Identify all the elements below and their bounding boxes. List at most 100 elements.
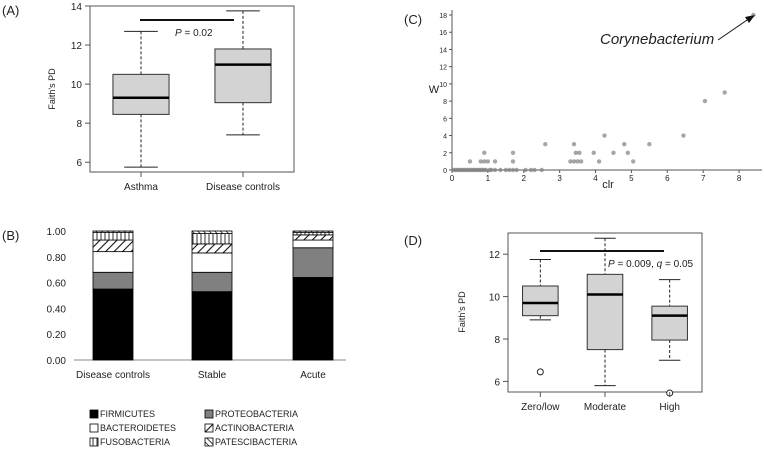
panel-c-point [467, 159, 473, 164]
panel-a-ytick-label: 8 [76, 119, 82, 130]
panel-b-bar-segment [292, 277, 334, 361]
panel-b-legend-swatch [89, 437, 99, 447]
panel-c-point [482, 150, 487, 155]
panel-c-point [722, 90, 727, 95]
panel-a-frame [89, 5, 295, 173]
panel-c-xtick-label: 3 [557, 174, 562, 183]
panel-b-ytick-label: 0.40 [47, 304, 67, 315]
panel-c-point [591, 150, 596, 155]
panel-b-bars [92, 230, 334, 361]
panel-c-arrowhead [745, 15, 755, 23]
panel-c-point [575, 159, 580, 164]
panel-c-ytick-label: 14 [439, 47, 447, 54]
panel-b-category-label: Disease controls [76, 370, 150, 381]
panel-b-bar-segment [191, 243, 233, 254]
panel-c-arrow-line [717, 17, 751, 41]
panel-c-point [507, 167, 512, 173]
panel-c-point [523, 167, 528, 173]
panel-d-category-label: Moderate [584, 402, 627, 413]
panel-b-bar-segment [92, 230, 134, 233]
panel-d-boxplot: 6 8 10 12 Faith's PD Zero/low Moderate High P… [457, 232, 703, 413]
panel-c-ytick-label: 4 [443, 134, 447, 141]
panel-c-point [647, 141, 652, 147]
panel-c-xtick-label: 7 [701, 174, 706, 183]
panel-b-legend-swatch [204, 423, 214, 433]
panel-c-point [681, 133, 686, 138]
panel-b-category-label: Acute [300, 370, 326, 381]
panel-label-b: (B) [2, 228, 19, 243]
panel-d-p-value: P = 0.009, q = 0.05 [608, 259, 694, 270]
panel-b-legend-label: PATESCIBACTERIA [215, 437, 297, 447]
panel-d-box [651, 305, 688, 341]
panel-label-d: (D) [404, 233, 422, 248]
panel-c-point [478, 159, 483, 164]
panel-b-legend-swatch [204, 409, 214, 419]
panel-c-point [503, 167, 509, 173]
panel-a-category-label: Disease controls [206, 182, 280, 193]
panel-b-bar-segment [92, 271, 134, 290]
panel-b-categories: Disease controls Stable Acute [76, 370, 326, 381]
panel-b-legend-label: FUSOBACTERIA [100, 437, 170, 447]
panel-c-ylabel: W [429, 84, 440, 96]
panel-b-legend: FIRMICUTES PROTEOBACTERIA BACTEROIDETES ACT… [89, 409, 298, 447]
panel-c-xtick-label: 6 [665, 174, 670, 183]
panel-b-ytick-label: 0.60 [47, 279, 67, 290]
panel-c-point [510, 159, 516, 164]
panel-b-bar-segment [191, 252, 233, 273]
panel-a-p-value: P = 0.02 [175, 28, 213, 39]
panel-b-bar-segment [92, 251, 134, 273]
panel-a-ytick-label: 14 [71, 2, 83, 13]
panel-d-y-ticks: 6 8 10 12 [489, 250, 508, 388]
panel-d-ytick-label: 6 [494, 377, 500, 388]
panel-a-box [214, 48, 272, 104]
panel-c-point [568, 159, 573, 164]
panel-d-p-prefix: P [608, 259, 615, 270]
panel-b-bar-segment [191, 230, 233, 234]
panel-c-ytick-label: 2 [443, 151, 447, 158]
panel-c-xtick-label: 0 [450, 174, 455, 183]
panel-c-point [577, 150, 582, 155]
panel-c-point [492, 167, 498, 173]
panel-a-ytick-label: 6 [76, 158, 82, 169]
panel-a-boxes [112, 10, 272, 168]
panel-b-bar-segment [191, 271, 233, 293]
panel-c-xtick-label: 2 [522, 174, 527, 183]
panel-label-c: (C) [404, 12, 422, 27]
panel-c-ytick-label: 12 [439, 65, 447, 72]
panel-d-q-prefix: q [657, 259, 663, 270]
panel-c-point [631, 159, 636, 164]
panel-b-bar-segment [292, 239, 334, 249]
panel-c-point [485, 159, 491, 164]
panel-a-category-label: Asthma [124, 182, 158, 193]
panel-d-ytick-label: 8 [494, 335, 500, 346]
panel-b-legend-label: FIRMICUTES [100, 409, 155, 419]
panel-c-points [451, 12, 756, 173]
panel-d-ylabel: Faith's PD [457, 291, 467, 333]
panel-c-ytick-label: 0 [443, 168, 447, 175]
panel-a-box [112, 73, 170, 115]
panel-d-box [586, 273, 624, 351]
panel-d-category-label: Zero/low [521, 402, 560, 413]
panel-a-categories: Asthma Disease controls [124, 172, 280, 193]
panel-c-point [483, 167, 489, 173]
panel-a-boxplot: 6 8 10 12 14 Faith's PD Asthma Disease contro… [47, 2, 295, 193]
panel-b-category-label: Stable [198, 370, 227, 381]
panel-c-point [528, 167, 534, 173]
panel-b-legend-swatch [89, 409, 99, 419]
panel-b-ytick-label: 1.00 [47, 227, 67, 238]
panel-b-legend-label: BACTEROIDETES [100, 423, 176, 433]
panel-a-p-prefix: P [175, 28, 182, 39]
panel-label-a: (A) [2, 3, 19, 18]
panel-b-legend-swatch [89, 423, 99, 433]
panel-c-ytick-label: 16 [439, 30, 447, 37]
panel-c-point [611, 150, 616, 155]
panel-b-bar-segment [92, 288, 134, 361]
panel-c-point [602, 133, 607, 138]
panel-c-ytick-label: 8 [443, 99, 447, 106]
panel-b-y-ticks: 0.00 0.20 0.40 0.60 0.80 1.00 [47, 227, 67, 367]
panel-c-point [578, 159, 584, 164]
panel-a-ytick-label: 10 [71, 80, 83, 91]
panel-c-point [539, 167, 544, 173]
